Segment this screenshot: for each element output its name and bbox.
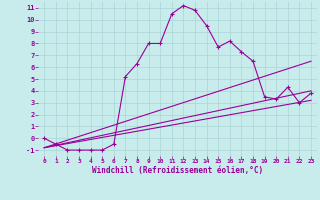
- X-axis label: Windchill (Refroidissement éolien,°C): Windchill (Refroidissement éolien,°C): [92, 166, 263, 175]
